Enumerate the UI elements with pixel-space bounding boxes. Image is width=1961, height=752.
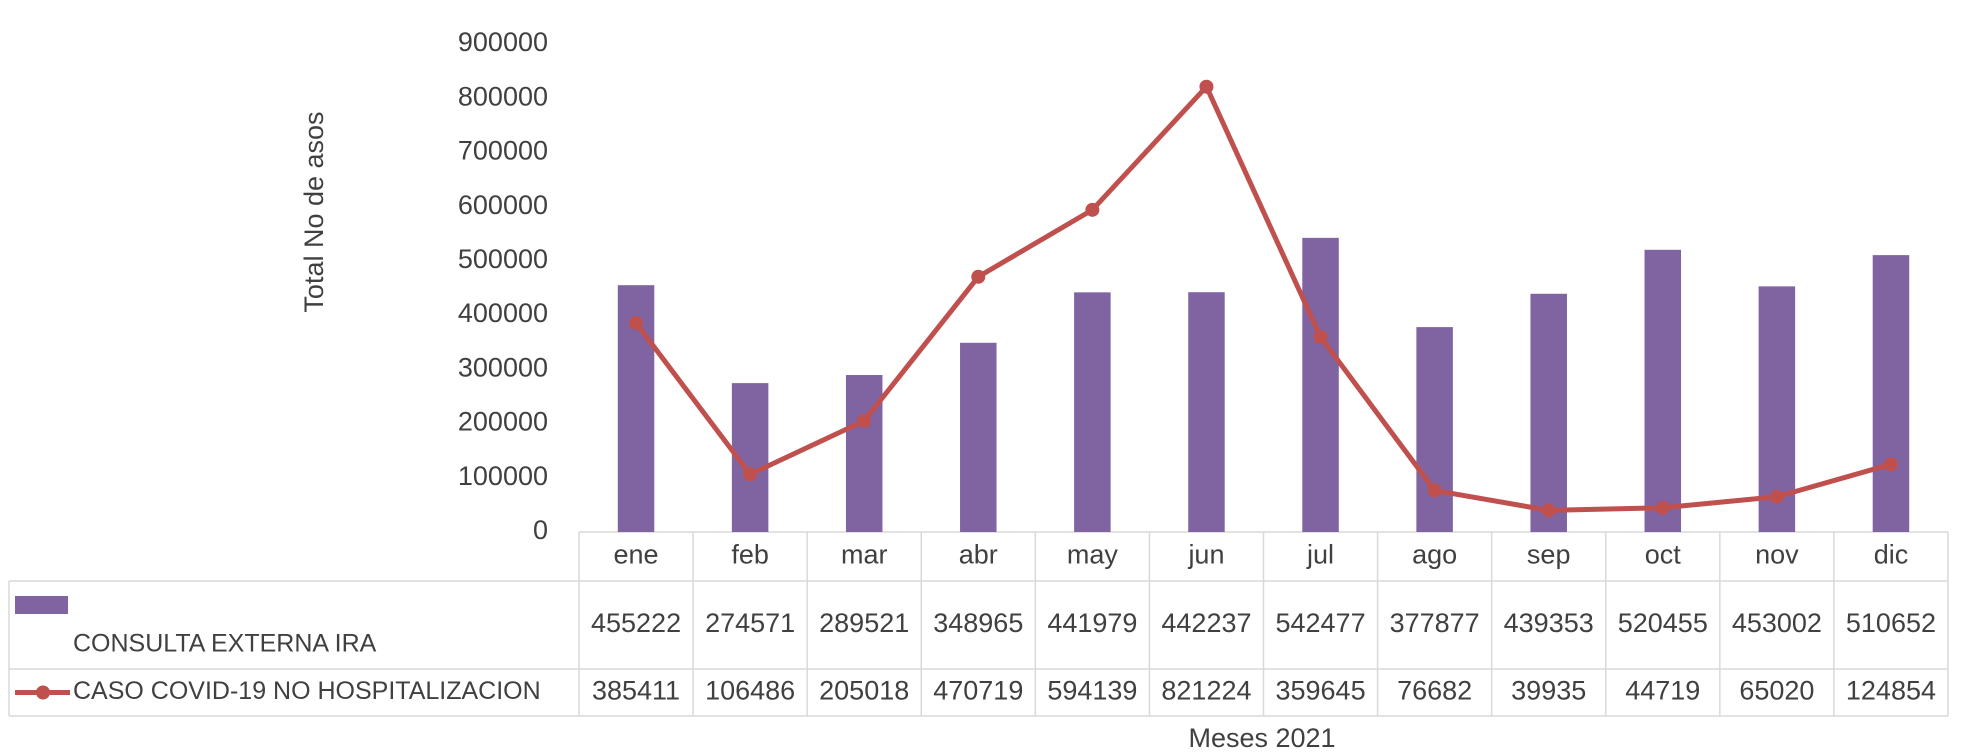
marker xyxy=(971,269,986,284)
table-value: 124854 xyxy=(1846,676,1936,706)
x-tick-label: abr xyxy=(959,540,998,570)
legend-label: CASO COVID-19 NO HOSPITALIZACION xyxy=(73,677,541,705)
bar xyxy=(1872,255,1910,532)
x-tick-label: ene xyxy=(614,540,659,570)
table-value: 106486 xyxy=(705,676,795,706)
table-value: 385411 xyxy=(592,676,680,706)
table-value: 520455 xyxy=(1618,608,1708,638)
table-value: 44719 xyxy=(1625,676,1700,706)
table-value: 442237 xyxy=(1161,608,1251,638)
bar xyxy=(1644,249,1682,532)
x-axis-title: Meses 2021 xyxy=(1188,723,1335,752)
bar xyxy=(1074,292,1111,532)
bar xyxy=(1416,327,1453,532)
x-tick-label: may xyxy=(1067,540,1119,570)
y-tick-label: 900000 xyxy=(458,27,548,57)
table-value: 76682 xyxy=(1397,676,1472,706)
marker xyxy=(1541,503,1556,518)
bar xyxy=(960,342,997,532)
table-value: 377877 xyxy=(1390,608,1480,638)
y-tick-label: 200000 xyxy=(458,407,548,437)
marker xyxy=(1655,500,1670,515)
marker xyxy=(629,316,644,331)
table-value: 205018 xyxy=(819,676,909,706)
table-value: 274571 xyxy=(705,608,795,638)
y-tick-label: 800000 xyxy=(458,81,548,111)
table-value: 439353 xyxy=(1504,608,1594,638)
table-value: 453002 xyxy=(1732,608,1822,638)
x-tick-label: jul xyxy=(1306,540,1334,570)
y-tick-label: 400000 xyxy=(458,298,548,328)
y-tick-label: 600000 xyxy=(458,190,548,220)
table-value: 470719 xyxy=(933,676,1023,706)
legend-marker xyxy=(36,685,50,700)
marker xyxy=(743,467,758,482)
marker xyxy=(857,413,872,428)
x-tick-label: oct xyxy=(1645,540,1682,570)
table-value: 39935 xyxy=(1511,676,1586,706)
table-value: 289521 xyxy=(819,608,909,638)
marker xyxy=(1313,329,1328,344)
bar xyxy=(1188,292,1225,532)
x-tick-label: ago xyxy=(1412,540,1457,570)
bar xyxy=(845,375,883,532)
bar xyxy=(1530,293,1567,532)
marker xyxy=(1883,457,1898,472)
y-axis-title: Total No de asos xyxy=(299,111,329,312)
marker xyxy=(1199,79,1214,94)
table-value: 359645 xyxy=(1275,676,1365,706)
table-value: 348965 xyxy=(933,608,1023,638)
line xyxy=(634,84,1892,513)
y-tick-label: 500000 xyxy=(458,244,548,274)
y-tick-label: 0 xyxy=(533,515,548,545)
x-tick-label: nov xyxy=(1755,540,1799,570)
marker xyxy=(1085,202,1100,217)
y-tick-label: 700000 xyxy=(458,136,548,166)
x-tick-label: sep xyxy=(1527,540,1571,570)
x-tick-label: mar xyxy=(841,540,888,570)
table-value: 65020 xyxy=(1739,676,1814,706)
legend-swatch xyxy=(15,596,68,614)
table-value: 455222 xyxy=(591,608,681,638)
x-tick-label: feb xyxy=(731,540,769,570)
table-value: 594139 xyxy=(1047,676,1137,706)
table-value: 821224 xyxy=(1161,676,1251,706)
table-value: 510652 xyxy=(1846,608,1936,638)
bar xyxy=(1302,237,1339,532)
y-tick-label: 300000 xyxy=(458,352,548,382)
legend-label: CONSULTA EXTERNA IRA xyxy=(73,630,377,658)
table-value: 542477 xyxy=(1275,608,1365,638)
y-tick-label: 100000 xyxy=(458,461,548,491)
marker xyxy=(1769,489,1784,504)
marker xyxy=(1427,483,1442,498)
x-tick-label: jun xyxy=(1187,540,1224,570)
x-tick-label: dic xyxy=(1874,540,1909,570)
table-value: 441979 xyxy=(1047,608,1137,638)
